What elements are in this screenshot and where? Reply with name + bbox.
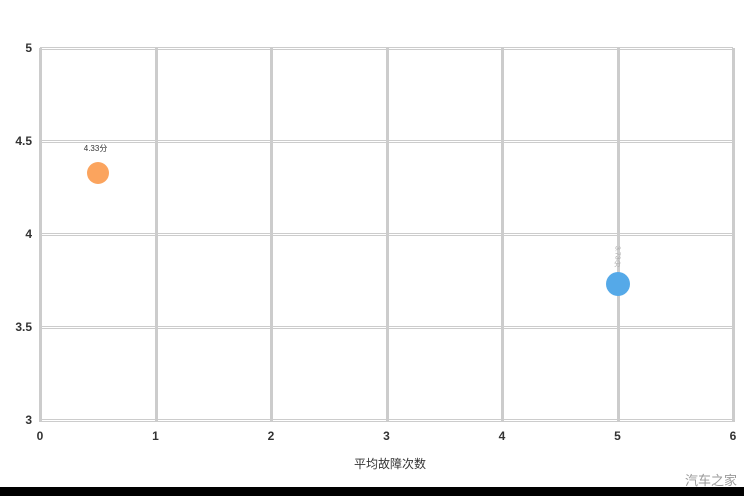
x-axis-title: 平均故障次数 — [353, 457, 426, 471]
data-point-orange-point[interactable] — [86, 161, 109, 184]
data-point-label-blue-point: 3.73分 — [613, 246, 621, 267]
watermark-autohome: 汽车之家 — [684, 473, 737, 488]
gridline-vertical — [732, 48, 735, 422]
gridline-vertical — [270, 48, 273, 422]
gridline-vertical — [154, 48, 158, 422]
x-axis-tick-label: 1 — [152, 429, 159, 443]
y-axis-tick-label: 3.5 — [15, 320, 32, 334]
y-axis-tick-label: 4 — [25, 227, 32, 241]
data-point-label-orange-point: 4.33分 — [83, 143, 108, 153]
bottom-bar — [0, 487, 744, 496]
plot-area — [39, 47, 735, 422]
x-axis-tick-label: 6 — [729, 429, 737, 443]
x-axis-tick-label: 4 — [498, 429, 506, 443]
gridline-vertical — [385, 48, 389, 422]
gridline-vertical — [501, 48, 504, 422]
x-axis-tick-label: 3 — [383, 429, 390, 443]
y-axis-tick-label: 5 — [25, 41, 32, 55]
gridline-vertical — [616, 48, 620, 422]
y-axis-tick-label: 3 — [25, 413, 32, 427]
x-axis-tick-label: 2 — [267, 429, 275, 443]
gridline-vertical — [39, 48, 42, 422]
data-point-blue-point[interactable] — [605, 272, 630, 297]
x-axis-tick-label: 5 — [614, 429, 621, 443]
x-axis-tick-label: 0 — [36, 429, 44, 443]
y-axis-tick-label: 4.5 — [15, 134, 32, 148]
